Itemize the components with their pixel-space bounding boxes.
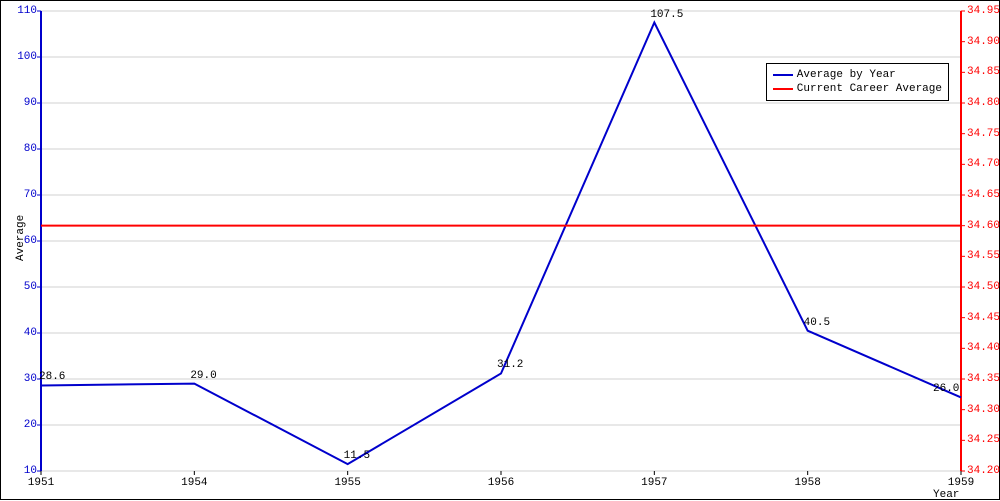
- chart-container: 10203040506070809010011034.2034.2534.303…: [0, 0, 1000, 500]
- y-right-tick: 34.35: [967, 373, 1000, 385]
- y-right-tick: 34.90: [967, 36, 1000, 48]
- y-right-tick: 34.80: [967, 97, 1000, 109]
- y-left-tick: 20: [7, 419, 37, 431]
- y-right-tick: 34.95: [967, 5, 1000, 17]
- legend-item: Average by Year: [773, 68, 942, 82]
- data-label: 26.0: [933, 383, 959, 395]
- y-left-tick: 70: [7, 189, 37, 201]
- y-right-tick: 34.20: [967, 465, 1000, 477]
- y-right-tick: 34.75: [967, 128, 1000, 140]
- x-tick: 1955: [328, 477, 368, 489]
- y-left-tick: 40: [7, 327, 37, 339]
- y-left-tick: 10: [7, 465, 37, 477]
- x-tick: 1957: [634, 477, 674, 489]
- x-tick: 1954: [174, 477, 214, 489]
- y-right-tick: 34.55: [967, 250, 1000, 262]
- y-left-tick: 80: [7, 143, 37, 155]
- x-tick: 1951: [21, 477, 61, 489]
- y-left-tick: 110: [7, 5, 37, 17]
- y-left-title: Average: [15, 215, 27, 261]
- x-title: Year: [933, 489, 959, 501]
- y-left-tick: 90: [7, 97, 37, 109]
- legend-label: Current Career Average: [797, 83, 942, 95]
- data-label: 40.5: [804, 317, 830, 329]
- x-tick: 1958: [788, 477, 828, 489]
- y-left-tick: 100: [7, 51, 37, 63]
- y-right-tick: 34.70: [967, 158, 1000, 170]
- data-label: 31.2: [497, 359, 523, 371]
- y-left-tick: 50: [7, 281, 37, 293]
- y-right-tick: 34.50: [967, 281, 1000, 293]
- y-right-tick: 34.40: [967, 342, 1000, 354]
- data-label: 28.6: [39, 371, 65, 383]
- x-tick: 1956: [481, 477, 521, 489]
- y-right-tick: 34.85: [967, 66, 1000, 78]
- y-right-tick: 34.25: [967, 434, 1000, 446]
- x-tick: 1959: [941, 477, 981, 489]
- y-right-tick: 34.30: [967, 404, 1000, 416]
- legend: Average by Year Current Career Average: [766, 63, 949, 101]
- y-left-tick: 30: [7, 373, 37, 385]
- legend-item: Current Career Average: [773, 82, 942, 96]
- legend-label: Average by Year: [797, 69, 896, 81]
- y-right-tick: 34.65: [967, 189, 1000, 201]
- legend-line-icon: [773, 74, 793, 76]
- data-label: 11.5: [344, 450, 370, 462]
- legend-line-icon: [773, 88, 793, 90]
- data-label: 29.0: [190, 370, 216, 382]
- data-label: 107.5: [650, 9, 683, 21]
- y-right-tick: 34.60: [967, 220, 1000, 232]
- y-right-tick: 34.45: [967, 312, 1000, 324]
